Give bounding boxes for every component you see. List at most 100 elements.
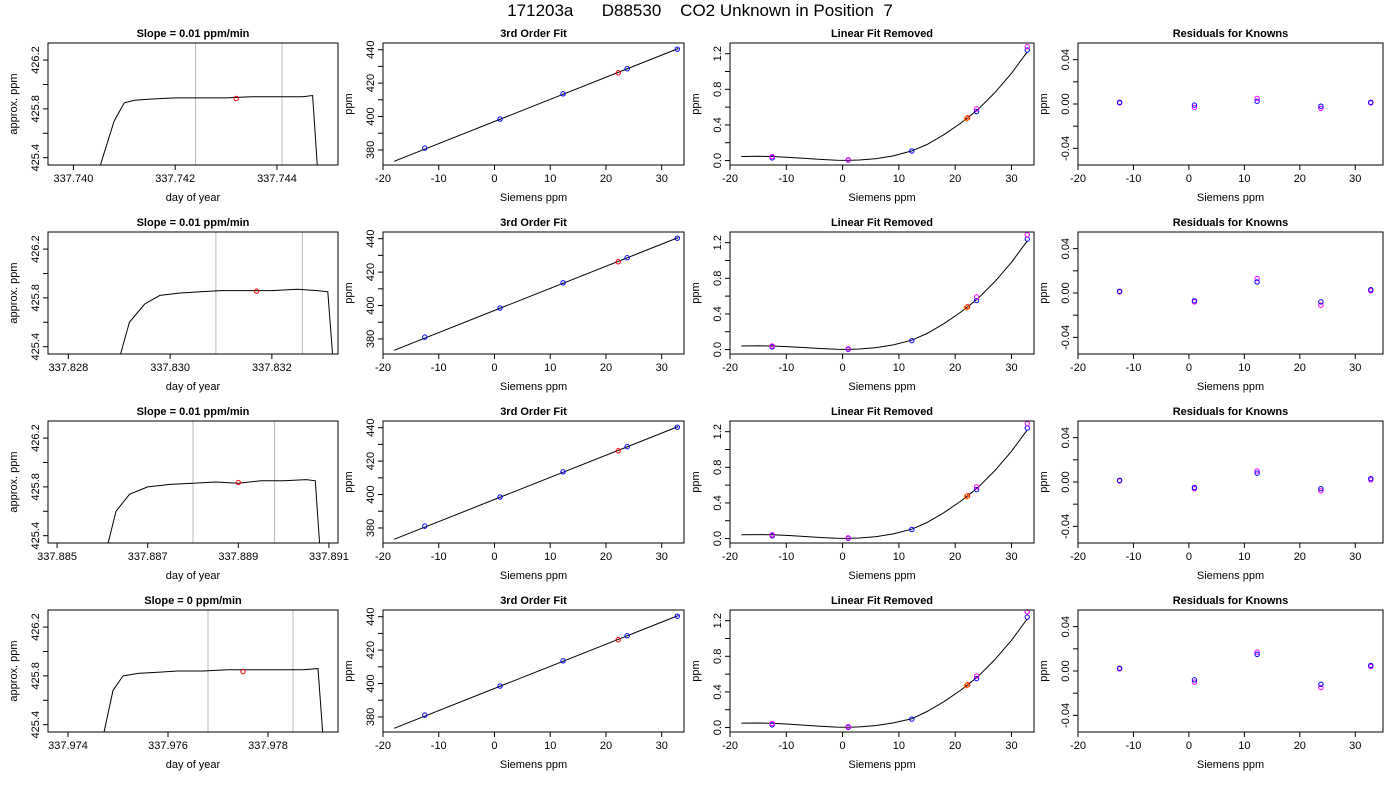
x-tick-label: 0 [1186, 740, 1192, 752]
x-tick-label: 20 [949, 740, 961, 752]
x-tick-label: 30 [1005, 551, 1017, 563]
data-point [674, 613, 681, 619]
data-point [624, 633, 630, 639]
data-point [624, 444, 630, 450]
y-tick-label: 0.00 [1060, 282, 1072, 303]
x-tick-label: -10 [778, 551, 794, 563]
y-tick-label: 0.00 [1060, 660, 1072, 681]
x-tick-label: 0 [491, 362, 497, 374]
y-tick-label: 1.2 [712, 46, 724, 61]
unknown-marker [253, 288, 260, 294]
y-tick-label: 426.2 [30, 613, 42, 641]
x-axis-label: Siemens ppm [500, 381, 567, 393]
data-point [845, 535, 851, 541]
x-tick-label: -10 [1126, 551, 1142, 563]
data-point [1254, 98, 1260, 104]
x-tick-label: 20 [600, 551, 612, 563]
chart-panel-linfit-row3: Linear Fit Removed -20 -10 0 10 20 30 Siemens p… [690, 406, 1035, 582]
data-point [1254, 275, 1260, 282]
chart-title: Residuals for Knowns [1173, 217, 1289, 229]
plot-frame [1077, 231, 1384, 355]
y-tick-label: 0.4 [712, 495, 724, 510]
x-axis-label: Siemens ppm [848, 570, 915, 582]
data-point [497, 683, 503, 689]
chart-title: Linear Fit Removed [831, 406, 933, 418]
x-tick-label: -20 [722, 551, 738, 563]
y-axis-label: ppm [690, 660, 702, 681]
chart-panel-residuals-row2: Residuals for Knowns -20 -10 0 10 20 30 Siemens… [1038, 217, 1384, 393]
data-point [973, 673, 980, 679]
x-tick-label: 30 [656, 551, 668, 563]
y-tick-label: 426.2 [30, 235, 42, 263]
data-point [560, 280, 566, 286]
chart-panel-residuals-row4: Residuals for Knowns -20 -10 0 10 20 30 Siemens… [1038, 595, 1384, 771]
y-tick-label: 0.4 [712, 684, 724, 699]
x-tick-label: -20 [722, 740, 738, 752]
x-tick-label: 20 [600, 362, 612, 374]
y-tick-label: 0.0 [712, 153, 724, 168]
plot-frame [1077, 420, 1384, 544]
series-line [120, 288, 334, 354]
x-tick-label: 30 [1349, 173, 1361, 185]
x-tick-label: 0 [840, 173, 846, 185]
data-point [1368, 99, 1374, 106]
chart-panel-timeseries-row1: Slope = 0.01 ppm/min 337.740 337.742 337.74… [8, 28, 339, 204]
chart-panel-timeseries-row4: Slope = 0 ppm/min 337.974 337.976 337.978 da… [8, 595, 339, 771]
y-axis-label: approx. ppm [8, 451, 20, 512]
plot-frame [382, 609, 685, 733]
x-tick-label: 337.742 [155, 173, 195, 185]
y-tick-label: 380 [365, 141, 377, 159]
x-tick-label: 30 [656, 173, 668, 185]
x-tick-label: 10 [893, 551, 905, 563]
chart-panel-timeseries-row3: Slope = 0.01 ppm/min 337.885 337.887 337.88… [8, 406, 349, 582]
data-point [845, 346, 851, 352]
x-tick-label: -10 [778, 740, 794, 752]
y-tick-label: 0.8 [712, 649, 724, 664]
y-tick-label: 426.2 [30, 424, 42, 452]
plot-frame [1077, 42, 1384, 166]
data-point [1254, 95, 1260, 102]
unknown-marker [233, 95, 239, 102]
y-tick-label: 400 [365, 296, 377, 314]
y-tick-label: 426.2 [30, 46, 42, 74]
x-tick-label: -10 [431, 551, 447, 563]
x-axis-label: Siemens ppm [848, 381, 915, 393]
data-point [964, 682, 971, 688]
y-tick-label: 400 [365, 485, 377, 503]
data-point [1024, 614, 1030, 620]
y-tick-label: 425.8 [30, 95, 42, 123]
series-line [393, 426, 679, 540]
data-point [963, 304, 970, 311]
x-tick-label: 20 [1294, 362, 1306, 374]
y-axis-label: approx. ppm [8, 73, 20, 134]
series-line [741, 240, 1028, 350]
y-tick-label: 425.4 [30, 522, 42, 550]
data-point [1318, 103, 1324, 109]
data-point [963, 115, 970, 122]
x-tick-label: -10 [1126, 740, 1142, 752]
x-tick-label: 10 [544, 740, 556, 752]
series-line [107, 479, 321, 543]
data-point [909, 716, 915, 722]
x-axis-label: Siemens ppm [500, 759, 567, 771]
y-tick-label: 425.4 [30, 144, 42, 172]
x-tick-label: -10 [1126, 362, 1142, 374]
plot-frame [729, 420, 1035, 544]
data-point [963, 493, 970, 500]
series-line [99, 94, 318, 165]
data-point [909, 526, 915, 533]
data-point [909, 148, 915, 154]
data-point [674, 235, 681, 241]
y-tick-label: 380 [365, 519, 377, 537]
data-point [1191, 677, 1198, 683]
data-point [1254, 468, 1260, 474]
data-point [1368, 475, 1374, 482]
data-point [973, 106, 980, 112]
data-point [1254, 651, 1260, 658]
x-tick-label: -20 [722, 173, 738, 185]
plot-frame [729, 231, 1035, 355]
y-tick-label: 400 [365, 674, 377, 692]
data-point [964, 493, 971, 499]
data-point [1024, 47, 1030, 53]
x-tick-label: 10 [893, 173, 905, 185]
